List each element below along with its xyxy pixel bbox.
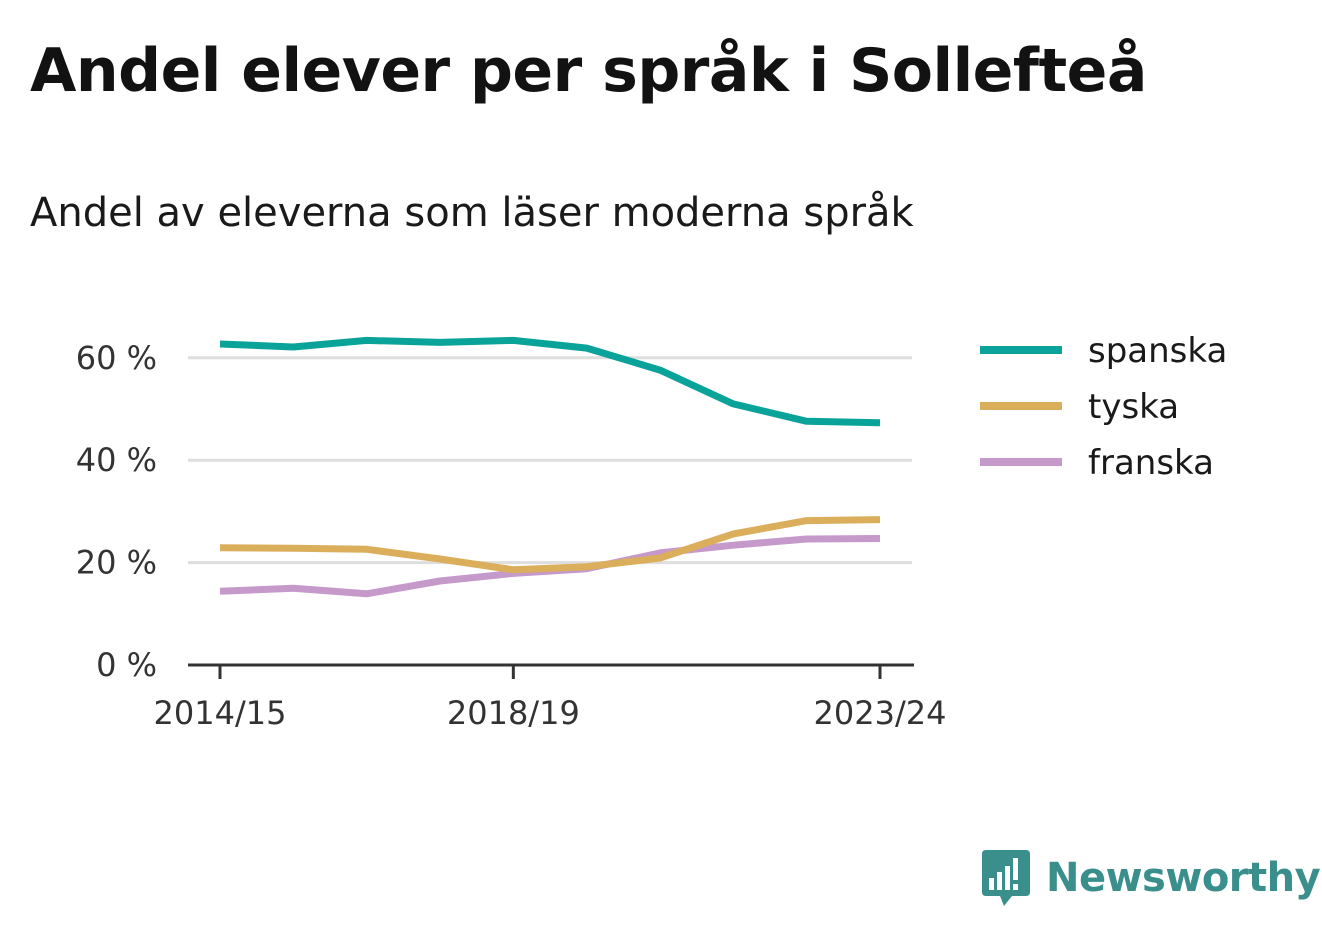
newsworthy-logo-icon bbox=[982, 850, 1030, 906]
chart-title: Andel elever per språk i Sollefteå bbox=[30, 36, 1147, 106]
y-tick-label: 40 % bbox=[76, 441, 157, 479]
legend-label-spanska: spanska bbox=[1088, 331, 1227, 371]
series-line-spanska bbox=[219, 336, 881, 427]
x-axis-tick-labels: 2014/15 2018/19 2023/24 bbox=[154, 694, 947, 732]
gridlines bbox=[188, 356, 912, 565]
legend-label-tyska: tyska bbox=[1088, 387, 1179, 427]
legend: spanska tyska franska bbox=[980, 331, 1227, 483]
newsworthy-brand: Newsworthy bbox=[980, 848, 1321, 908]
legend-label-franska: franska bbox=[1088, 443, 1214, 483]
x-tick-label: 2018/19 bbox=[447, 694, 580, 732]
y-tick-label: 0 % bbox=[96, 646, 157, 684]
x-tick-label: 2014/15 bbox=[154, 694, 287, 732]
series-lines bbox=[219, 336, 881, 598]
y-tick-label: 60 % bbox=[76, 339, 157, 377]
brand-name: Newsworthy bbox=[1046, 855, 1321, 901]
series-line-tyska bbox=[219, 516, 881, 574]
x-axis bbox=[188, 663, 914, 679]
chart-subtitle: Andel av eleverna som läser moderna språ… bbox=[30, 190, 914, 236]
x-tick-label: 2023/24 bbox=[814, 694, 947, 732]
y-tick-label: 20 % bbox=[76, 544, 157, 582]
y-axis-tick-labels: 0 % 20 % 40 % 60 % bbox=[76, 339, 157, 684]
